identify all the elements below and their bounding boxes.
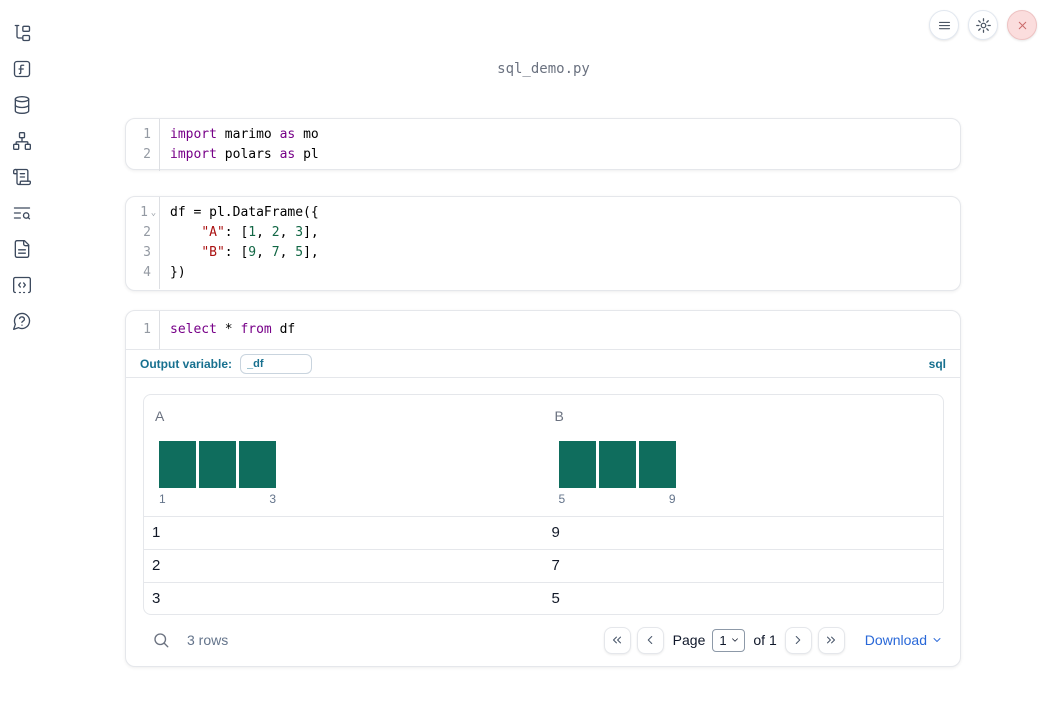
cell-a: 3 [152,590,161,607]
line-number: 1 [143,322,151,337]
code-cell-dataframe[interactable]: 1 ⌄ 2 3 4 df = pl.DataFrame({ "A": [1, 2,… [125,196,961,291]
code-line: select * from df [170,322,296,337]
topbar-controls [929,10,1037,40]
document-icon[interactable] [12,239,32,259]
line-number: 1 [140,205,148,220]
cell-b: 5 [551,590,560,607]
line-number: 3 [143,245,151,260]
function-icon[interactable] [12,59,32,79]
database-icon[interactable] [12,95,32,115]
download-button[interactable]: Download [865,632,943,648]
output-variable-input[interactable] [240,353,313,374]
language-badge: sql [928,356,946,371]
page-total-label: of 1 [753,632,777,648]
code-line: import marimo as mo [170,127,319,142]
line-number-gutter: 1 [126,311,160,349]
previous-page-button[interactable] [636,626,664,654]
cell-b: 9 [551,524,560,541]
file-tree-icon[interactable] [12,23,32,43]
page-label: Page [672,632,706,648]
cell-a: 2 [152,557,161,574]
output-variable-label: Output variable: [140,356,233,371]
histogram-b [558,441,676,488]
line-number: 2 [143,225,151,240]
line-number: 1 [143,127,151,142]
search-icon[interactable] [151,630,171,650]
sidebar [0,0,44,713]
code-line: "A": [1, 2, 3], [201,225,319,240]
histogram-bar [598,441,636,488]
histogram-bar [199,441,236,488]
help-icon[interactable] [12,311,32,331]
first-page-button[interactable] [603,626,631,654]
fold-chevron-icon[interactable]: ⌄ [150,208,157,218]
line-number: 2 [143,147,151,162]
histogram-bar [638,441,676,488]
table-row[interactable]: 1 9 [144,517,943,550]
row-count: 3 rows [187,632,229,648]
menu-button[interactable] [929,10,959,40]
code-line: "B": [9, 7, 5], [201,245,319,260]
sql-editor-input[interactable]: select * from df [160,311,960,349]
histogram-a [159,441,276,488]
histogram-bar [558,441,596,488]
code-line: }) [170,265,186,280]
last-page-button[interactable] [817,626,845,654]
scroll-icon[interactable] [12,167,32,187]
dependency-graph-icon[interactable] [12,131,32,151]
code-editor[interactable]: df = pl.DataFrame({ "A": [1, 2, 3], "B":… [160,197,960,289]
next-page-button[interactable] [784,626,812,654]
sql-cell-footer: Output variable: sql [126,350,960,378]
notebook-filename: sql_demo.py [497,61,590,77]
histogram-bar [239,441,276,488]
histogram-bar [159,441,196,488]
table-row[interactable]: 3 5 [144,583,943,614]
code-cell-imports[interactable]: 1 2 import marimo as mo import polars as… [125,118,961,171]
snippets-code-icon[interactable] [12,275,32,295]
column-label: A [155,408,165,424]
code-editor[interactable]: import marimo as mo import polars as pl [160,119,960,171]
text-search-icon[interactable] [12,203,32,223]
line-number-gutter: 1 ⌄ 2 3 4 [126,197,160,289]
column-label: B [554,408,564,424]
cell-a: 1 [152,524,161,541]
line-number-gutter: 1 2 [126,119,160,171]
table-row[interactable]: 2 7 [144,550,943,583]
sql-cell: 1 select * from df Output variable: sql … [125,310,961,667]
line-number: 4 [143,265,151,280]
code-line: import polars as pl [170,147,319,162]
cell-b: 7 [551,557,560,574]
settings-gear-button[interactable] [968,10,998,40]
table-footer: 3 rows Page 1 of 1 Download [143,621,943,659]
close-button[interactable] [1007,10,1037,40]
code-line: df = pl.DataFrame({ [170,205,319,220]
page-select[interactable]: 1 [712,628,746,652]
